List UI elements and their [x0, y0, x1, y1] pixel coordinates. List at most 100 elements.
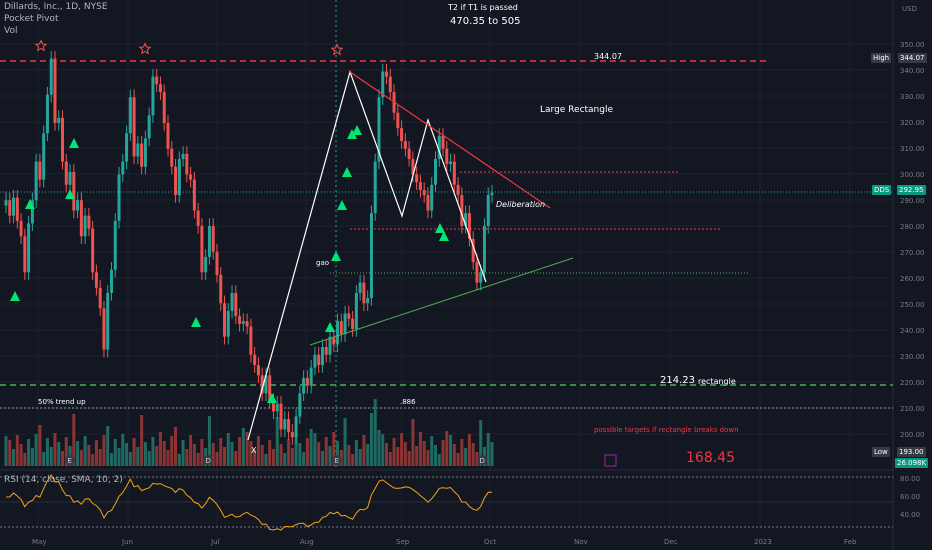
low-tag-label: Low: [874, 448, 888, 456]
low-value-tag: 193.00: [897, 447, 926, 457]
candle-body: [128, 97, 132, 134]
currency: USD: [902, 5, 917, 13]
high-tag: High: [871, 53, 892, 63]
volume-bar: [185, 449, 189, 466]
volume-bar: [162, 441, 166, 466]
price-tick: 260.00: [900, 275, 925, 283]
price-tick: 210.00: [900, 405, 925, 413]
star-marker: [330, 43, 344, 56]
rectangle-label: rectangle: [698, 377, 736, 386]
volume-bar: [479, 420, 483, 466]
time-tick: Jun: [121, 538, 133, 546]
pocket-pivot-arrow: [10, 291, 20, 301]
candle-body: [294, 416, 298, 438]
candle-body: [91, 228, 95, 273]
price-tick: 250.00: [900, 301, 925, 309]
candle-body: [415, 174, 419, 183]
volume-bar: [418, 432, 422, 466]
pocket-pivot-arrow: [25, 199, 35, 209]
target-range: 470.35 to 505: [450, 16, 521, 27]
event-marker-label: E: [335, 457, 339, 465]
volume-bar: [192, 444, 196, 466]
candle-body: [226, 310, 230, 337]
volume-bar: [4, 436, 8, 466]
high-tag-label: High: [873, 54, 890, 62]
volume-bar: [83, 436, 87, 466]
candle-body: [83, 215, 87, 237]
price-tick: 330.00: [900, 93, 925, 101]
current-price-tag: 292.95: [897, 185, 926, 195]
volume-bar: [430, 436, 434, 466]
candle-body: [324, 347, 328, 355]
volume-bar: [125, 443, 129, 466]
volume-bar: [388, 452, 392, 466]
volume-bar: [57, 442, 61, 466]
price-tick: 290.00: [900, 197, 925, 205]
price-tick: 200.00: [900, 431, 925, 439]
volume-bar: [336, 441, 340, 466]
volume-bar: [441, 440, 445, 466]
volume-bar: [27, 439, 31, 466]
candle-body: [238, 316, 242, 324]
event-marker: [477, 455, 487, 465]
candle-body: [181, 153, 185, 160]
candle-body: [347, 313, 351, 319]
candle-body: [215, 251, 219, 275]
volume-bar: [373, 399, 377, 466]
volume-bar: [140, 415, 144, 466]
candle-body: [437, 135, 441, 160]
volume-value: 26.098K: [897, 459, 927, 467]
volume-bar: [61, 451, 65, 466]
candle-body: [155, 76, 159, 85]
candle-body: [482, 225, 486, 273]
volume-bar: [400, 433, 404, 466]
volume-bar: [381, 434, 385, 466]
volume-bar: [189, 435, 193, 466]
candle-body: [53, 58, 57, 123]
time-tick: Nov: [574, 538, 588, 546]
candle-body: [162, 92, 166, 123]
volume-bar: [249, 441, 253, 466]
candle-body: [72, 171, 76, 211]
candle-body: [106, 292, 110, 350]
candle-body: [219, 274, 223, 304]
volume-bar: [460, 439, 464, 466]
candle-body: [305, 377, 309, 386]
pocket-pivot-arrow: [352, 125, 362, 135]
volume-bar: [109, 453, 113, 466]
volume-bar: [241, 428, 245, 466]
candle-body: [407, 148, 411, 160]
volume-bar: [426, 450, 430, 466]
volume-bar: [486, 433, 490, 466]
volume-bar: [12, 449, 16, 466]
candle-body: [452, 161, 456, 185]
target-box: [604, 454, 617, 467]
volume-bar: [19, 444, 23, 466]
volume-bar: [302, 452, 306, 466]
volume-bar: [287, 439, 291, 466]
price-tick: 310.00: [900, 145, 925, 153]
level-344-label: 344.07: [594, 52, 622, 61]
candle-body: [449, 161, 453, 165]
candle-body: [362, 282, 366, 304]
volume-bar: [290, 448, 294, 466]
candle-body: [385, 71, 389, 77]
star-marker: [34, 39, 48, 52]
candle-body: [441, 135, 445, 149]
candle-body: [332, 336, 336, 345]
candle-body: [343, 313, 347, 335]
volume-bar: [76, 441, 80, 466]
price-tick: 350.00: [900, 41, 925, 49]
candle-body: [207, 225, 211, 257]
candle-body: [136, 143, 140, 157]
candle-body: [196, 210, 200, 226]
target-168-label: 168.45: [686, 450, 735, 466]
event-marker-label: D: [480, 457, 485, 465]
candle-body: [464, 213, 468, 226]
candle-body: [49, 58, 53, 95]
volume-bar: [343, 418, 347, 466]
volume-bar: [234, 451, 238, 466]
candle-body: [486, 195, 490, 226]
event-marker-label: D: [206, 457, 211, 465]
